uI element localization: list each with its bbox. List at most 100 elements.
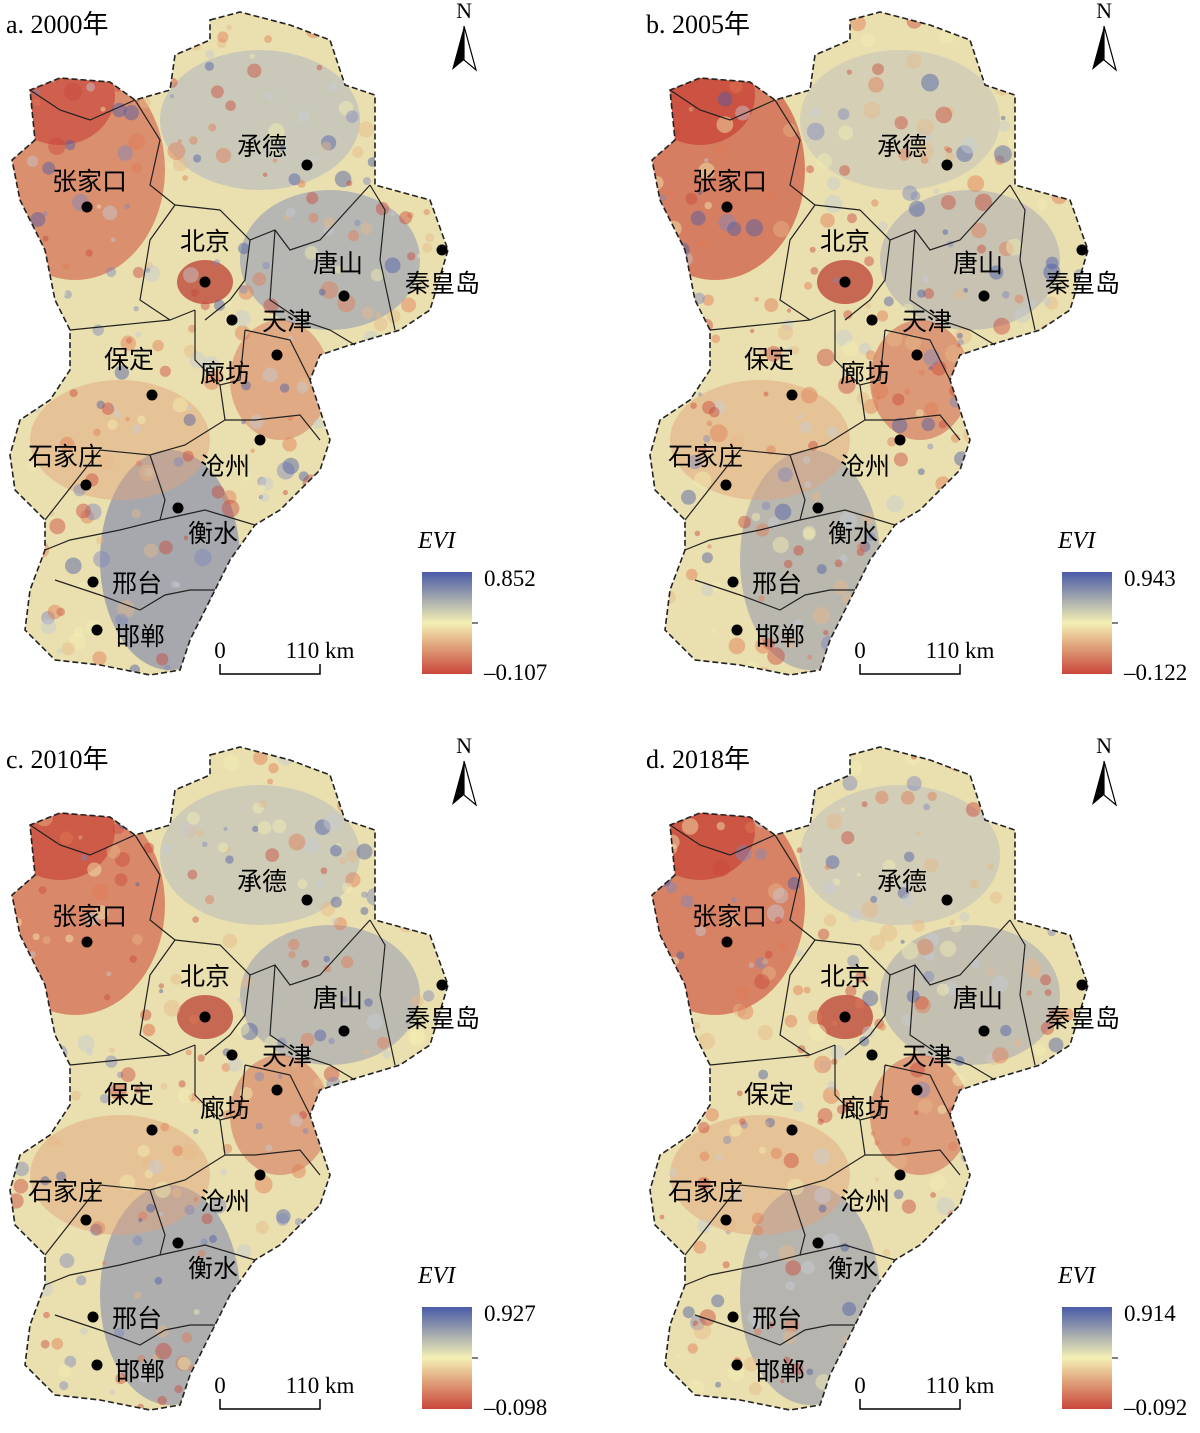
county-boundary — [684, 454, 806, 551]
city-dot — [338, 290, 350, 302]
city-dot — [80, 479, 92, 491]
city-dot — [301, 894, 313, 906]
city-沧州: 沧州 — [200, 1169, 266, 1216]
legend-colorbar — [422, 572, 472, 674]
county-boundary — [774, 99, 816, 206]
city-dot — [731, 624, 743, 636]
city-北京: 北京 — [820, 228, 870, 288]
legend-colorbar — [1062, 572, 1112, 674]
scale-bar: 0 110 km — [214, 638, 355, 675]
city-承德: 承德 — [237, 868, 313, 906]
scale-zero-label: 0 — [854, 638, 866, 663]
city-保定: 保定 — [104, 346, 158, 401]
city-保定: 保定 — [104, 1081, 158, 1136]
city-张家口: 张家口 — [52, 903, 127, 948]
city-邢台: 邢台 — [87, 570, 162, 598]
city-北京: 北京 — [180, 963, 230, 1023]
city-label: 邢台 — [112, 1305, 162, 1333]
city-dot — [80, 1214, 92, 1226]
city-承德: 承德 — [877, 133, 953, 171]
city-label: 承德 — [877, 868, 927, 896]
city-dot — [727, 576, 739, 588]
city-石家庄: 石家庄 — [668, 1178, 743, 1226]
city-秦皇岛: 秦皇岛 — [405, 979, 480, 1033]
legend-max: 0.914 — [1124, 1301, 1176, 1326]
city-秦皇岛: 秦皇岛 — [1045, 979, 1120, 1033]
county-boundary — [269, 964, 356, 1081]
panel-title: a. 2000年 — [6, 10, 109, 39]
city-dot — [172, 502, 184, 514]
evi-legend: EVI 0.914 –0.092 — [1057, 1263, 1187, 1420]
city-dot — [941, 894, 953, 906]
evi-raster — [10, 12, 448, 675]
scale-bar: 0 110 km — [214, 1373, 354, 1410]
city-dot — [81, 201, 93, 213]
city-label: 廊坊 — [200, 1095, 250, 1123]
scale-bar: 0 110 km — [854, 638, 994, 675]
city-dot — [839, 1011, 851, 1023]
county-boundary — [1009, 184, 1036, 331]
city-label: 石家庄 — [668, 443, 743, 471]
city-廊坊: 廊坊 — [840, 1084, 923, 1123]
city-天津: 天津 — [226, 308, 312, 336]
city-dot — [199, 1011, 211, 1023]
city-邯郸: 邯郸 — [91, 1358, 165, 1386]
city-沧州: 沧州 — [840, 434, 906, 481]
city-dot — [271, 1084, 283, 1096]
city-dot — [254, 434, 266, 446]
city-廊坊: 廊坊 — [840, 349, 923, 388]
city-label: 廊坊 — [840, 1095, 890, 1123]
legend-min: –0.092 — [1123, 1395, 1187, 1420]
evi-legend: EVI 0.852 –0.107 — [417, 528, 547, 685]
city-label: 天津 — [262, 1043, 312, 1071]
city-秦皇岛: 秦皇岛 — [405, 244, 480, 298]
city-label: 北京 — [820, 228, 870, 256]
city-保定: 保定 — [744, 1081, 798, 1136]
county-boundary — [909, 229, 996, 346]
city-dot — [839, 276, 851, 288]
city-dot — [91, 1359, 103, 1371]
city-dot — [172, 1237, 184, 1249]
scale-end-label: 110 km — [926, 1373, 995, 1398]
county-boundary — [684, 1189, 806, 1286]
legend-title: EVI — [417, 528, 456, 554]
city-dot — [727, 1311, 739, 1323]
city-label: 邢台 — [112, 570, 162, 598]
city-石家庄: 石家庄 — [28, 1178, 103, 1226]
county-boundary — [204, 974, 251, 1056]
evi-legend: EVI 0.943 –0.122 — [1057, 528, 1187, 685]
city-张家口: 张家口 — [52, 168, 127, 213]
county-boundary — [884, 1064, 951, 1116]
city-dot — [87, 576, 99, 588]
city-天津: 天津 — [866, 1043, 952, 1071]
county-boundary — [774, 834, 816, 941]
legend-title: EVI — [1057, 1263, 1096, 1289]
city-label: 唐山 — [953, 250, 1003, 278]
county-boundary — [709, 319, 811, 331]
city-dot — [978, 1025, 990, 1037]
city-唐山: 唐山 — [313, 985, 363, 1037]
city-label: 秦皇岛 — [405, 1005, 480, 1033]
city-保定: 保定 — [744, 346, 798, 401]
city-label: 张家口 — [692, 903, 767, 931]
city-label: 邢台 — [752, 1305, 802, 1333]
county-boundary — [139, 939, 196, 1056]
north-arrow-icon: N — [1092, 0, 1118, 72]
county-boundary — [139, 204, 196, 321]
city-唐山: 唐山 — [953, 250, 1003, 302]
scale-end-label: 110 km — [286, 638, 355, 663]
north-label: N — [456, 0, 472, 23]
evi-raster — [650, 747, 1088, 1410]
legend-title: EVI — [417, 1263, 456, 1289]
county-boundary — [204, 239, 251, 321]
city-邯郸: 邯郸 — [731, 1358, 805, 1386]
county-boundary — [684, 384, 866, 521]
county-boundary — [844, 974, 891, 1056]
city-label: 保定 — [744, 1081, 794, 1109]
city-dot — [812, 502, 824, 514]
county-boundary — [865, 1149, 961, 1176]
county-boundary — [865, 414, 961, 441]
legend-max: 0.852 — [484, 566, 536, 591]
city-廊坊: 廊坊 — [200, 1084, 283, 1123]
